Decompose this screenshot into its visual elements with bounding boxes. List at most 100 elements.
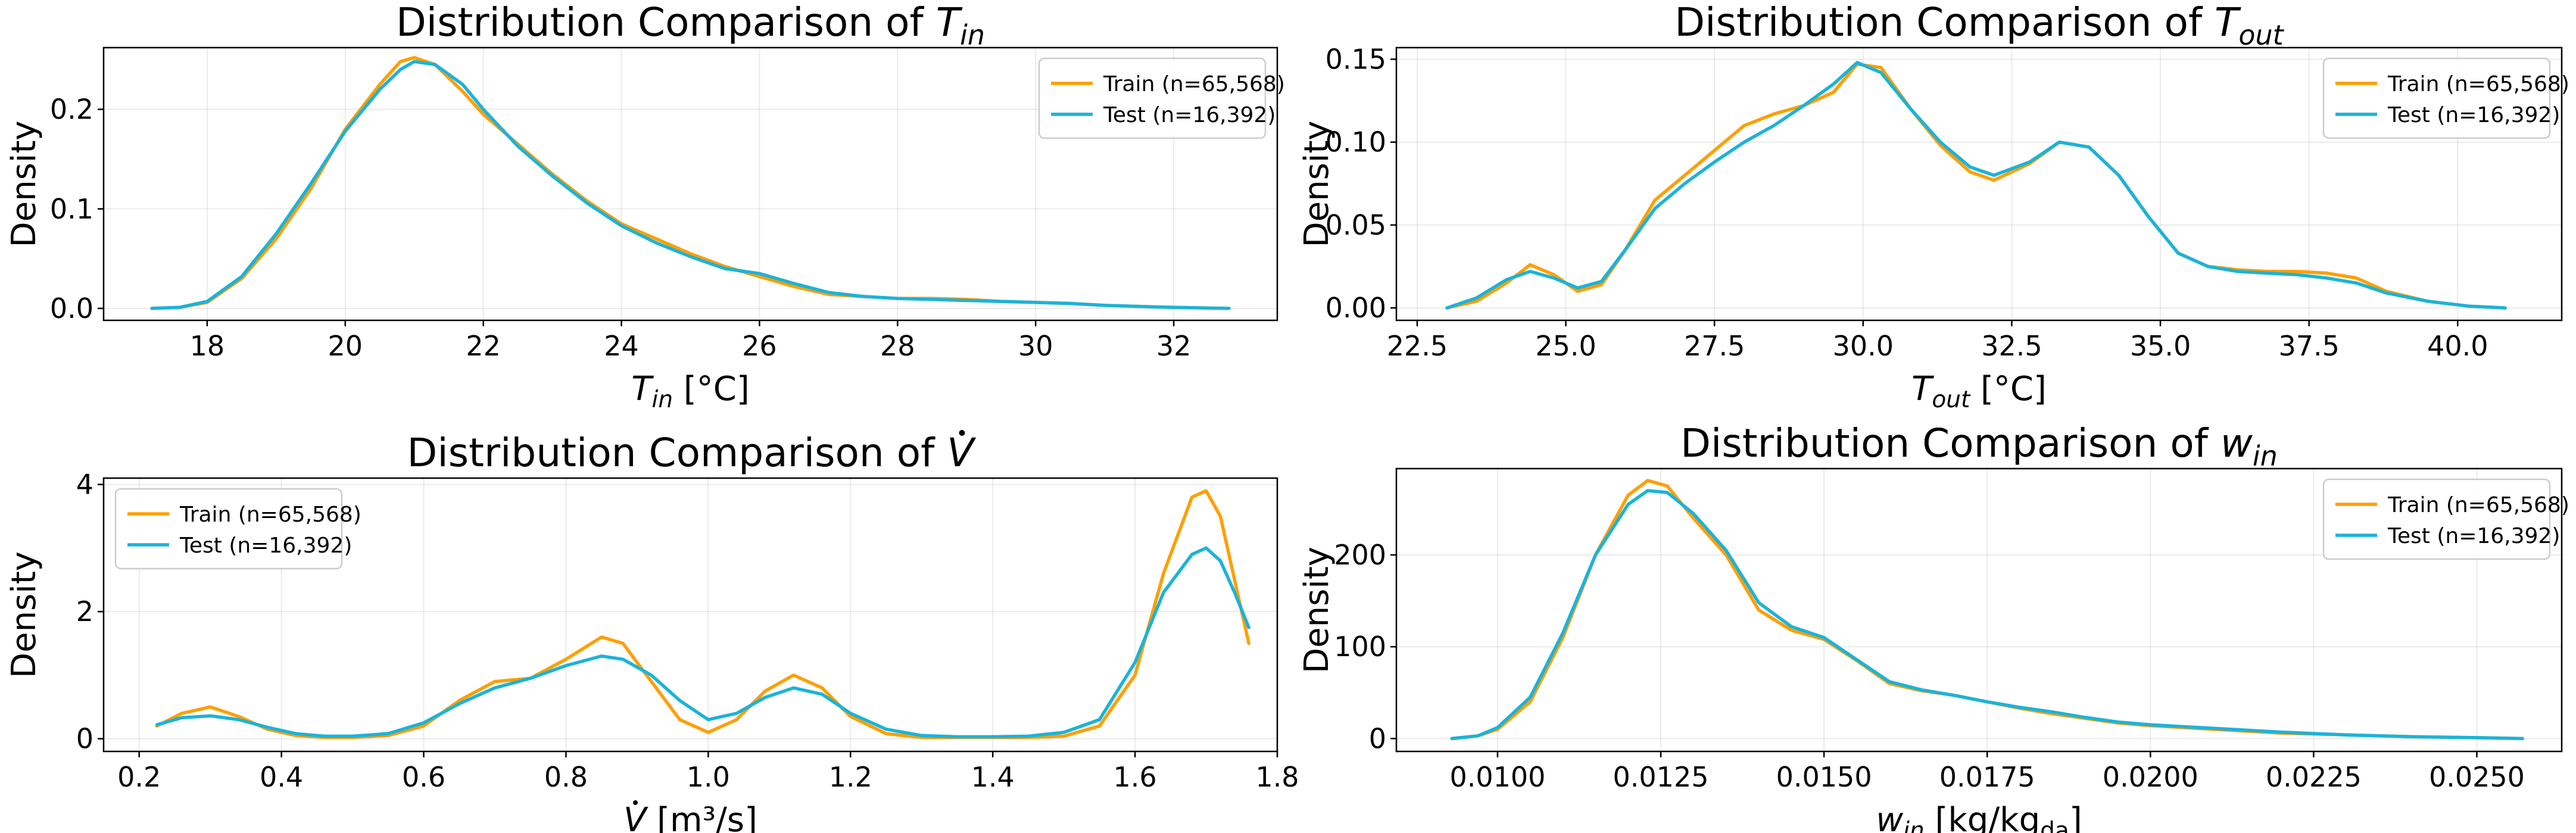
title-variable-subscript: out	[2238, 19, 2284, 51]
chart-title-text: Distribution Comparison of	[407, 430, 947, 476]
dot-accent-icon	[959, 430, 965, 436]
test-legend-label: Test (n=16,392)	[1103, 103, 1275, 127]
title-variable-subscript: in	[2253, 440, 2278, 472]
y-tick-label: 0.0	[50, 292, 93, 325]
x-tick-label: 30.0	[1833, 330, 1894, 362]
chart-title: Distribution Comparison of Tin	[396, 0, 985, 51]
x-label-variable-subscript: in	[652, 386, 673, 413]
x-tick-label: 27.5	[1684, 330, 1745, 362]
x-tick-label: 1.6	[1114, 761, 1157, 793]
x-label-variable-subscript: out	[1932, 386, 1971, 413]
x-label-unit: [m³/s]	[646, 801, 757, 833]
title-variable-symbol: w	[2221, 420, 2253, 466]
y-tick-label: 100	[1334, 631, 1386, 663]
y-tick-label: 0.00	[1326, 292, 1386, 324]
train-legend-label: Train (n=65,568)	[2387, 72, 2569, 96]
x-tick-label: 18	[190, 330, 225, 362]
x-label-variable-symbol: V	[623, 801, 648, 833]
x-tick-label: 22.5	[1387, 330, 1448, 362]
y-tick-label: 4	[76, 469, 93, 501]
x-tick-label: 1.4	[971, 761, 1015, 793]
x-tick-label: 0.0175	[1939, 761, 2035, 793]
x-label-variable-symbol: T	[1911, 370, 1934, 408]
y-tick-label: 0.10	[1326, 126, 1386, 158]
x-tick-label: 0.6	[402, 761, 445, 793]
legend-box	[2322, 478, 2551, 560]
legend-box	[2322, 57, 2551, 139]
chart-title-text: Distribution Comparison of	[396, 0, 936, 45]
chart-title: Distribution Comparison of V	[407, 430, 977, 476]
x-tick-label: 0.0250	[2429, 761, 2525, 793]
x-tick-label: 37.5	[2278, 330, 2339, 362]
train-density-curve	[1445, 63, 2507, 310]
x-tick-label: 22	[466, 330, 501, 362]
y-tick-label: 0.15	[1326, 43, 1386, 75]
test-legend-label: Test (n=16,392)	[179, 534, 352, 558]
x-label-variable-symbol: w	[1876, 801, 1903, 833]
dot-accent-icon	[633, 800, 638, 805]
x-label-unit: [°C]	[673, 370, 750, 408]
x-tick-label: 0.0200	[2103, 761, 2198, 793]
x-tick-label: 25.0	[1535, 330, 1596, 362]
chart-panel-3: 0.2 0.4 0.6 0.8 1.0 1.2 1.4 1.6 1.8 0 2 4 Density Dis…	[5, 430, 1299, 833]
legend: Train (n=65,568) Test (n=16,392)	[2322, 57, 2569, 139]
train-legend-label: Train (n=65,568)	[179, 503, 361, 527]
x-tick-label: 0.0100	[1449, 761, 1545, 793]
plot-frame	[102, 46, 1278, 322]
test-density-curve	[150, 60, 1231, 310]
x-tick-label: 20	[328, 330, 363, 362]
x-axis-label: Tin [°C]	[631, 370, 749, 413]
x-tick-label: 0.2	[117, 761, 161, 793]
x-tick-label: 0.0225	[2266, 761, 2362, 793]
x-tick-label: 0.0125	[1613, 761, 1709, 793]
x-tick-label: 0.8	[544, 761, 588, 793]
test-density-curve	[155, 546, 1250, 739]
legend: Train (n=65,568) Test (n=16,392)	[114, 488, 361, 570]
x-label-unit: [°C]	[1970, 370, 2047, 408]
chart-title-text: Distribution Comparison of	[1680, 420, 2221, 466]
y-tick-label: 200	[1334, 539, 1386, 571]
x-tick-label: 40.0	[2427, 330, 2488, 362]
legend: Train (n=65,568) Test (n=16,392)	[1038, 57, 1285, 139]
x-tick-label: 26	[742, 330, 777, 362]
legend-box	[1038, 57, 1267, 139]
x-tick-label: 35.0	[2130, 330, 2191, 362]
x-tick-label: 0.0150	[1776, 761, 1872, 793]
legend: Train (n=65,568) Test (n=16,392)	[2322, 478, 2569, 560]
test-legend-label: Test (n=16,392)	[2387, 103, 2560, 127]
y-tick-label: 0	[76, 723, 93, 755]
x-label-unit-end: ]	[2069, 801, 2082, 833]
y-axis-label: Density	[5, 551, 43, 678]
y-axis-label: Density	[1298, 121, 1336, 248]
chart-title: Distribution Comparison of Tout	[1674, 0, 2284, 51]
chart-panel-2: 22.5 25.0 27.5 30.0 32.5 35.0 37.5 40.0 0.00 0.05…	[1298, 0, 2569, 413]
chart-panel-4: 0.0100 0.0125 0.0150 0.0175 0.0200 0.0225 0.02…	[1298, 420, 2569, 833]
title-variable-symbol: T	[936, 0, 963, 45]
y-tick-label: 0	[1369, 722, 1386, 754]
test-density-curve	[1450, 489, 2524, 741]
plot-frame	[1395, 46, 2563, 322]
title-variable-symbol: V	[947, 430, 976, 476]
x-tick-label: 32.5	[1981, 330, 2042, 362]
plot-frame	[1395, 467, 2563, 753]
y-axis-label: Density	[5, 121, 43, 248]
x-label-variable-symbol: T	[631, 370, 654, 408]
x-tick-label: 1.8	[1255, 761, 1299, 793]
title-variable-subscript: in	[960, 19, 985, 51]
x-tick-label: 1.2	[829, 761, 872, 793]
plot-frame	[102, 477, 1278, 753]
title-variable-symbol: T	[2215, 0, 2241, 45]
x-tick-label: 30	[1018, 330, 1053, 362]
y-tick-label: 0.2	[50, 93, 93, 126]
y-tick-label: 0.05	[1326, 209, 1386, 241]
legend-box	[114, 488, 343, 570]
x-tick-label: 0.4	[260, 761, 303, 793]
y-tick-label: 2	[76, 595, 93, 628]
test-legend-label: Test (n=16,392)	[2387, 524, 2560, 548]
x-label-variable-subscript: in	[1903, 818, 1925, 833]
x-axis-label: V [m³/s]	[623, 801, 757, 833]
x-axis-label: win [kg/kgda]	[1876, 801, 2082, 833]
x-tick-label: 24	[604, 330, 639, 362]
x-label-unit-subscript: da	[2040, 818, 2069, 833]
